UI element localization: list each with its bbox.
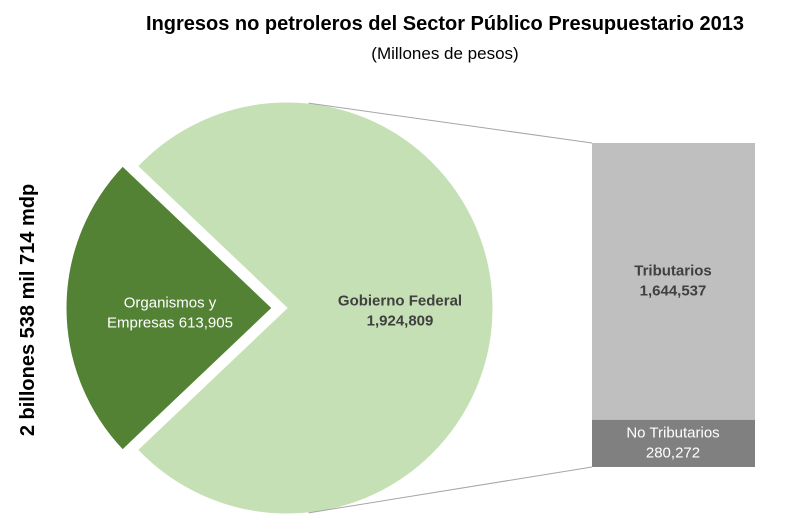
bar-segment [592, 419, 755, 467]
slice-name: Organismos y Empresas [107, 294, 217, 332]
slice-label: Organismos y Empresas 613,905 [90, 294, 250, 333]
chart-subtitle: (Millones de pesos) [371, 43, 519, 63]
bar-name: No Tributarios [626, 424, 720, 442]
slice-value: 613,905 [178, 314, 233, 331]
pie-slice [136, 101, 494, 515]
bar-name: Tributarios [634, 262, 712, 280]
pie-slice [65, 165, 273, 451]
chart-title: Ingresos no petroleros del Sector Públic… [146, 13, 744, 35]
bar-value: 280,272 [645, 444, 701, 462]
connector [308, 102, 593, 144]
side-label: 2 billones 538 mil 714 mdp [17, 183, 39, 437]
slice-value: 1,924,809 [366, 312, 434, 329]
connector [308, 466, 593, 514]
bar-segment [592, 143, 755, 420]
slice-name: Gobierno Federal [337, 292, 463, 310]
bar-label: No Tributarios 280,272 [626, 424, 719, 463]
bar-value: 1,644,537 [639, 282, 707, 300]
slice-label: Gobierno Federal 1,924,809 [338, 292, 462, 331]
bar-label: Tributarios 1,644,537 [634, 262, 712, 301]
